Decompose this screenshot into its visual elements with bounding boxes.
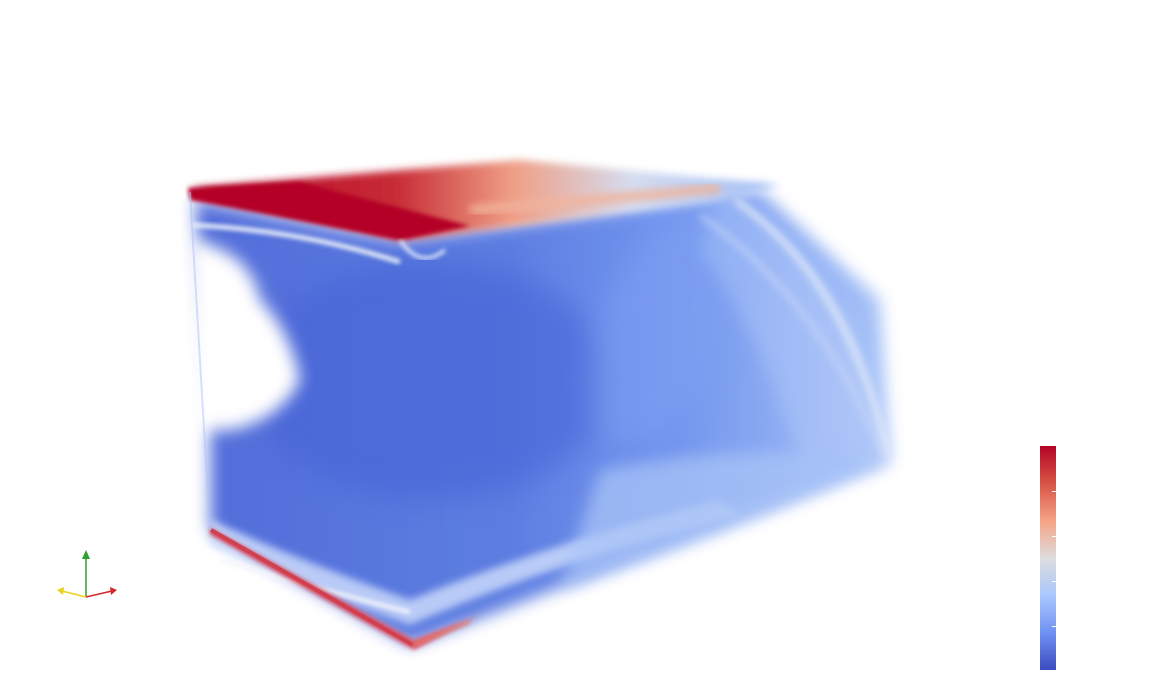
volume-left-edge [189,191,211,531]
legend-tick [1052,626,1056,627]
x-axis-arrow [85,587,117,598]
legend-tick [1052,581,1056,582]
volume-top-surface [188,160,780,265]
legend-tick [1052,491,1056,492]
z-axis-arrow [57,587,87,598]
volume-body [190,190,891,645]
y-axis-arrow [82,550,90,597]
color-legend-bar [1040,446,1056,670]
volume-bottom-edge [210,528,480,650]
legend-tick [1052,536,1056,537]
orientation-axes-widget[interactable] [50,545,130,605]
color-legend[interactable] [1036,444,1062,674]
